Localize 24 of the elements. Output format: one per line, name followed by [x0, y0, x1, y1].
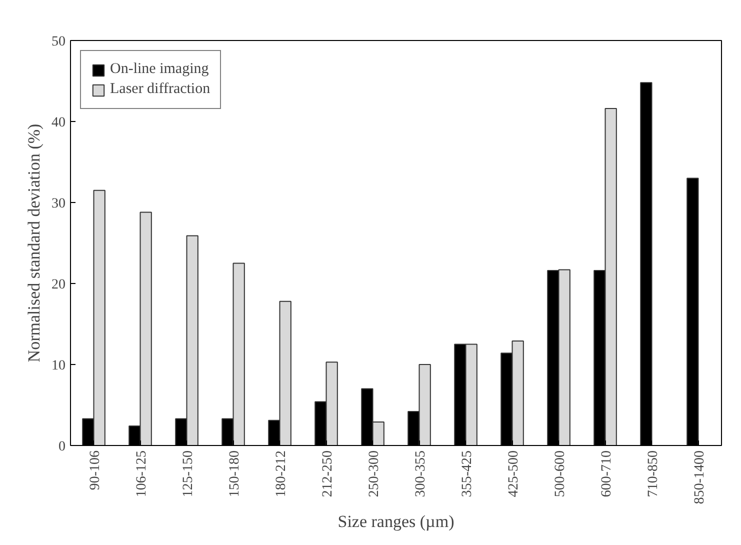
y-tick-label: 10 — [52, 358, 66, 374]
x-tick-label: 150-180 — [227, 450, 242, 498]
x-tick-label: 90-106 — [88, 450, 103, 490]
x-tick-label: 106-125 — [134, 450, 150, 498]
x-tick-label: 180-212 — [274, 450, 289, 498]
legend-label: On-line imaging — [110, 61, 209, 78]
x-axis-title: Size ranges (µm) — [338, 512, 454, 532]
y-axis-title: Normalised standard deviation (%) — [24, 124, 44, 362]
x-tick-label: 250-300 — [366, 450, 382, 498]
x-tick-label: 212-250 — [320, 450, 336, 498]
y-tick-label: 40 — [52, 116, 66, 130]
x-tick-label: 500-600 — [552, 450, 568, 498]
y-tick-label: 30 — [52, 196, 66, 212]
y-tick-label: 20 — [52, 278, 66, 292]
x-tick-label: 425-500 — [506, 450, 522, 498]
y-tick-label: 0 — [58, 440, 66, 454]
legend-label: Laser diffraction — [110, 81, 210, 98]
x-tick-label: 355-425 — [460, 450, 475, 498]
x-tick-label: 600-710 — [599, 450, 614, 498]
x-tick-label: 850-1400 — [692, 450, 708, 504]
x-tick-label: 300-355 — [413, 450, 428, 498]
y-tick-label: 50 — [52, 34, 66, 50]
x-tick-label: 125-150 — [180, 450, 196, 498]
x-tick-label: 710-850 — [646, 450, 661, 498]
